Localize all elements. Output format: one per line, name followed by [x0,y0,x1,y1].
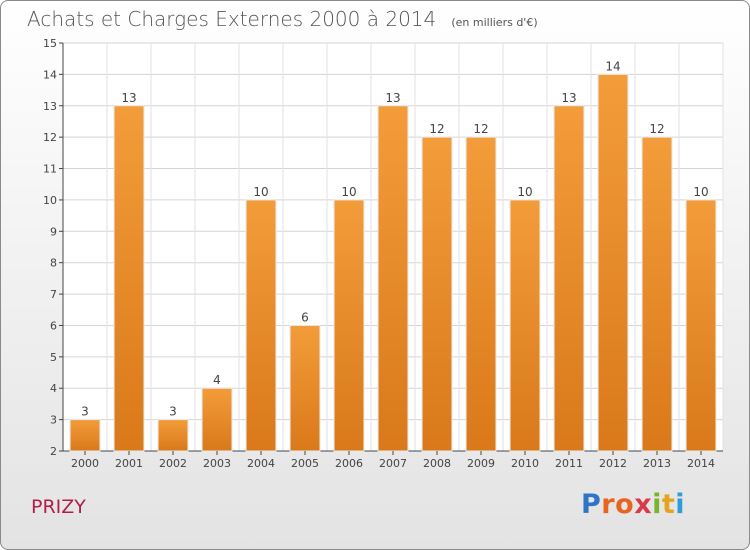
logo-letter: i [675,489,686,520]
bar-value-label: 6 [301,310,309,324]
chart-title: Achats et Charges Externes 2000 à 2014 [27,7,437,31]
y-tick-label: 3 [50,414,57,427]
y-tick-label: 9 [50,225,57,238]
town-name: PRIZY [31,496,86,518]
y-tick-label: 8 [50,257,57,270]
y-tick-label: 7 [50,288,57,301]
bar [201,387,233,452]
y-tick-label: 10 [43,194,57,207]
bar [69,419,101,452]
x-tick-label: 2013 [643,457,671,470]
logo-letter: x [634,489,653,520]
chart-subtitle: (en milliers d'€) [451,16,538,29]
x-tick-label: 2009 [467,457,495,470]
x-tick-label: 2008 [423,457,451,470]
bar-value-label: 13 [561,91,576,105]
bar [157,419,189,452]
proxiti-logo: Proxiti [581,489,685,520]
x-tick-label: 2006 [335,457,363,470]
bar [685,199,717,452]
bar-value-label: 13 [121,91,136,105]
bar-value-label: 13 [385,91,400,105]
bar-value-label: 14 [605,59,620,73]
bar-value-label: 10 [693,185,708,199]
bar [289,324,321,452]
x-tick-label: 2002 [159,457,187,470]
bar [421,136,453,452]
x-tick-label: 2004 [247,457,275,470]
x-tick-label: 2011 [555,457,583,470]
bar-value-label: 12 [473,122,488,136]
bar-value-label: 4 [213,373,221,387]
y-tick-label: 5 [50,351,57,364]
bar [377,105,409,452]
y-tick-label: 4 [50,382,57,395]
y-tick-label: 6 [50,319,57,332]
logo-letter: t [661,489,676,520]
bar [509,199,541,452]
y-tick-label: 14 [43,68,57,81]
bar [333,199,365,452]
y-tick-label: 11 [43,163,57,176]
bar-value-label: 3 [169,405,177,419]
x-tick-label: 2003 [203,457,231,470]
bar [465,136,497,452]
logo-letter: i [652,489,662,520]
x-tick-label: 2014 [687,457,715,470]
x-tick-label: 2001 [115,457,143,470]
y-tick-label: 12 [43,131,57,144]
x-tick-label: 2012 [599,457,627,470]
bar [113,105,145,452]
y-tick-label: 15 [43,37,57,50]
logo-letter: o [615,489,635,520]
bar [641,136,673,452]
bar [597,73,629,452]
x-tick-label: 2010 [511,457,539,470]
y-tick-label: 13 [43,100,57,113]
bar-value-label: 12 [649,122,664,136]
bar-value-label: 12 [429,122,444,136]
y-tick-label: 2 [50,445,57,458]
x-tick-label: 2005 [291,457,319,470]
bar [245,199,277,452]
bar [553,105,585,452]
logo-letter: r [601,489,616,520]
bar-value-label: 10 [341,185,356,199]
x-tick-label: 2000 [71,457,99,470]
chart-header: Achats et Charges Externes 2000 à 2014 (… [27,7,538,31]
bar-value-label: 10 [517,185,532,199]
bar-value-label: 10 [253,185,268,199]
bar-value-label: 3 [81,405,89,419]
logo-letter: P [581,489,602,520]
x-tick-label: 2007 [379,457,407,470]
